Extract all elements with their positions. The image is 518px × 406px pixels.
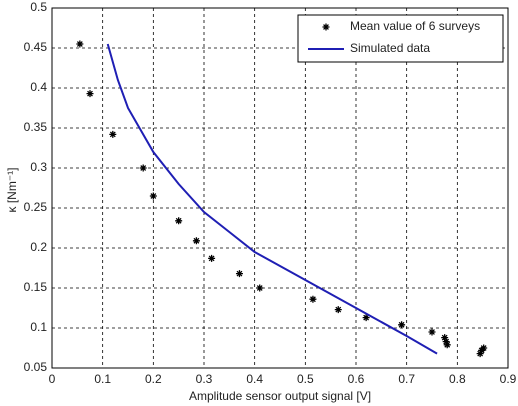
legend-marker — [322, 23, 330, 31]
data-point — [175, 217, 183, 225]
data-point — [362, 314, 370, 322]
y-tick-label: 0.15 — [24, 280, 48, 294]
legend-label: Simulated data — [350, 41, 430, 55]
data-point — [309, 295, 317, 303]
data-point — [334, 306, 342, 314]
data-point — [398, 321, 406, 329]
data-point — [476, 350, 484, 358]
y-tick-label: 0.25 — [24, 200, 48, 214]
data-point — [109, 130, 117, 138]
x-tick-label: 0.2 — [145, 372, 162, 386]
plot-area — [52, 8, 508, 368]
y-tick-label: 0.2 — [30, 240, 47, 254]
data-point — [256, 284, 264, 292]
data-point — [76, 40, 84, 48]
x-tick-label: 0.4 — [246, 372, 263, 386]
data-point — [442, 338, 450, 346]
x-tick-label: 0.9 — [500, 372, 517, 386]
legend-box — [297, 14, 504, 63]
x-tick-label: 0.5 — [297, 372, 314, 386]
x-tick-label: 0 — [49, 372, 56, 386]
x-tick-label: 0.1 — [94, 372, 111, 386]
y-tick-label: 0.3 — [30, 160, 47, 174]
data-point — [428, 328, 436, 336]
data-point — [441, 334, 449, 342]
y-axis-label: κ [Nm⁻¹] — [5, 168, 19, 213]
data-point — [139, 164, 147, 172]
plot-frame — [51, 7, 509, 369]
x-axis-label: Amplitude sensor output signal [V] — [189, 389, 371, 403]
data-point — [208, 254, 216, 262]
y-tick-label: 0.4 — [30, 80, 47, 94]
data-point — [235, 270, 243, 278]
x-tick-label: 0.6 — [348, 372, 365, 386]
y-tick-label: 0.5 — [30, 0, 47, 14]
y-tick-label: 0.35 — [24, 120, 48, 134]
y-tick-label: 0.45 — [24, 40, 48, 54]
x-tick-label: 0.8 — [449, 372, 466, 386]
data-point — [443, 341, 451, 349]
data-point — [86, 90, 94, 98]
x-tick-label: 0.3 — [196, 372, 213, 386]
legend-label: Mean value of 6 surveys — [350, 19, 480, 33]
x-tick-label: 0.7 — [398, 372, 415, 386]
data-line — [106, 43, 438, 355]
y-tick-label: 0.1 — [30, 320, 47, 334]
y-tick-label: 0.05 — [24, 360, 48, 374]
data-point — [192, 237, 200, 245]
data-point — [149, 192, 157, 200]
data-point — [480, 344, 488, 352]
